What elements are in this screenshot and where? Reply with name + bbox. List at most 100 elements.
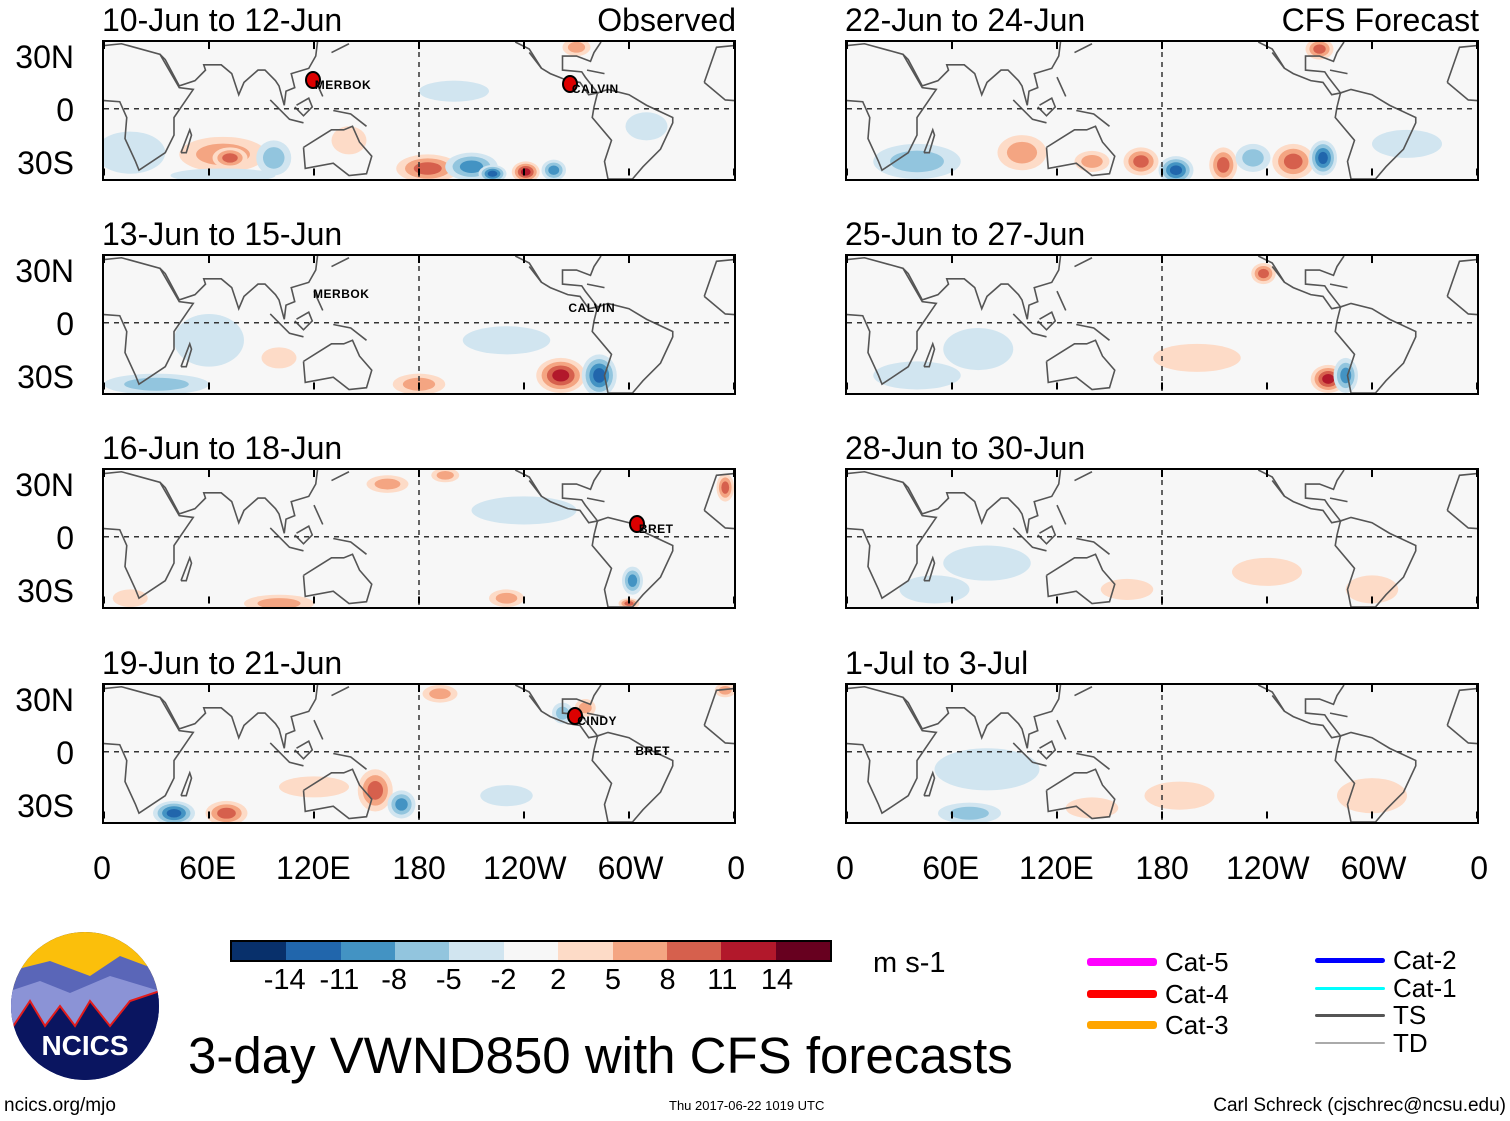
anomaly-map [847,470,1477,607]
coastline [1047,554,1115,603]
map-panel [845,40,1479,181]
coastline [1057,505,1066,524]
coastline [1047,769,1115,818]
lat-label: 0 [56,306,74,342]
coastline [1330,713,1348,717]
positive-anomaly [112,589,148,607]
legend-label: Cat-2 [1393,945,1457,975]
lon-label: 0 [836,850,854,886]
coastline [587,713,605,717]
lat-label: 30N [15,682,74,718]
lon-label: 0 [727,850,746,886]
lat-label: 30N [15,467,74,503]
coastline [1013,314,1046,337]
coastline [1013,743,1046,766]
coastline [1057,720,1066,739]
coastline [529,481,541,497]
positive-anomaly [1232,557,1302,586]
coastline [515,42,601,95]
colorbar-swatch [503,942,559,960]
positive-anomaly [1217,157,1230,173]
negative-anomaly [487,170,498,177]
coastline [1258,470,1344,523]
coastline [1075,258,1093,267]
colorbar-tick-label: 11 [707,964,738,996]
lon-label: 120E [276,850,351,886]
lat-label: 30N [15,253,74,289]
coastline [181,344,192,367]
anomaly-map [104,256,734,393]
negative-anomaly [890,150,944,173]
negative-anomaly [262,147,285,169]
coastline [515,256,601,309]
coastline [903,470,1061,533]
lat-label: 0 [56,92,74,128]
positive-anomaly [374,478,401,490]
lat-label: 30S [17,573,74,609]
legend-line-cat-1 [1315,986,1385,990]
positive-anomaly [257,598,301,607]
negative-anomaly [462,326,551,355]
colorbar-swatch [721,942,776,960]
positive-anomaly [520,168,531,176]
legend-line-cat-5 [1087,958,1157,966]
coastline [903,256,1061,319]
coastline [104,258,193,384]
coastline [704,687,734,813]
panel-source-label: CFS Forecast [1281,2,1479,38]
positive-anomaly [1006,141,1038,164]
coastline [333,754,366,770]
coastline [304,126,372,175]
lon-label: 60W [1340,850,1407,886]
positive-anomaly [1283,153,1303,170]
footer-timestamp: Thu 2017-06-22 1019 UTC [669,1098,825,1113]
map-panel [845,468,1479,609]
coastline [104,687,193,813]
coastline [1335,517,1416,607]
legend-label: TD [1393,1028,1428,1058]
coastline [104,472,193,598]
lat-label: 30N [15,39,74,75]
coastline [270,528,303,551]
coastline [924,344,935,367]
lon-label: 60E [922,850,980,886]
colorbar-tick-label: 5 [604,964,621,996]
coastline [1076,111,1109,127]
storm-label: MERBOK [314,77,372,92]
colorbar-swatch [666,942,722,960]
legend-label: TS [1393,1000,1427,1030]
map-panel: MERBOK CALVIN [102,254,736,395]
lat-label: 30S [17,359,74,395]
footer-url[interactable]: ncics.org/mjo [4,1095,116,1116]
coastline [1447,687,1477,813]
coastline [587,498,605,502]
storm-track-marker [628,515,645,534]
anomaly-map [847,685,1477,822]
coastline [314,291,323,310]
coastline [333,325,366,341]
negative-anomaly [873,361,961,390]
coastline [314,505,323,524]
negative-anomaly [480,785,533,807]
coastline [1038,526,1056,544]
positive-anomaly [578,702,592,714]
colorbar-tick-label: 8 [659,964,676,996]
positive-anomaly [217,807,236,819]
positive-anomaly [1100,578,1154,600]
storm-label: CINDY [577,713,618,728]
positive-anomaly [1081,154,1103,168]
coastline [1330,498,1348,502]
lat-label: 0 [56,520,74,556]
positive-anomaly [1337,778,1407,814]
lon-label: 0 [93,850,111,886]
negative-anomaly [459,160,484,173]
negative-anomaly [943,328,1014,371]
negative-anomaly [1372,129,1442,158]
coastline [1075,687,1093,696]
coastline [1038,741,1056,759]
colorbar-tick-label: -11 [319,964,360,996]
negative-anomaly [899,575,970,604]
positive-anomaly [1153,343,1241,372]
coastline [847,687,936,813]
coastline [1013,100,1046,123]
